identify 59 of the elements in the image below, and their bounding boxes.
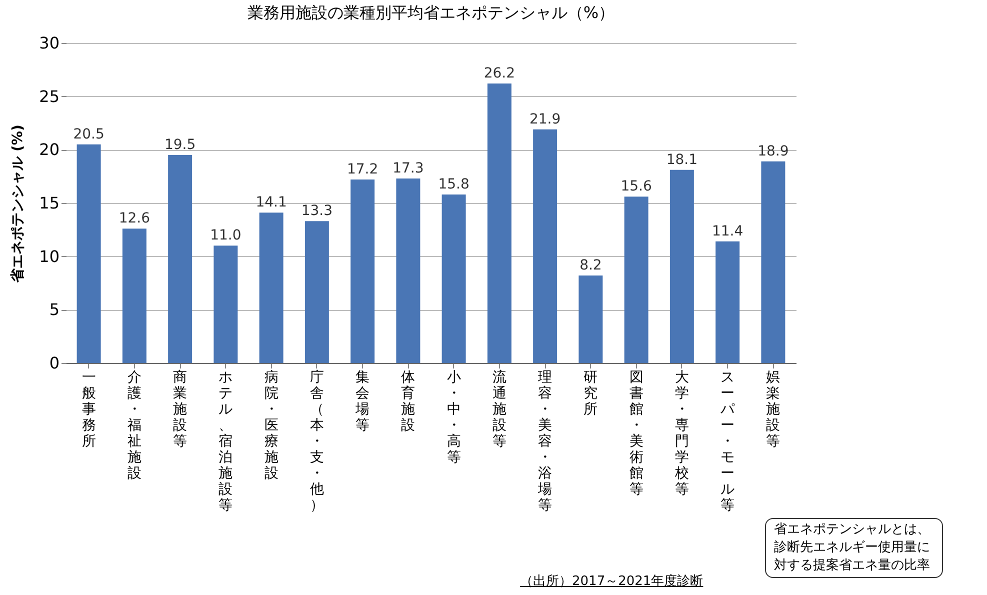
x-tick-label: 研究所 [584,370,598,418]
bar [761,161,786,363]
data-label: 8.2 [580,258,602,274]
data-label: 15.6 [620,178,652,195]
data-label: 13.3 [301,203,333,220]
x-tick-label: 大学・専門学校等 [674,370,689,498]
y-tick-label: 10 [39,246,60,266]
bar [350,180,375,363]
data-label: 26.2 [484,66,516,82]
x-tick-label: 流通施設等 [492,370,506,450]
y-tick-label: 25 [39,86,60,106]
data-label: 15.8 [438,176,470,192]
x-tick-label: 商業施設等 [173,370,188,450]
data-label: 14.1 [256,194,287,211]
category-label: ホテル、宿泊施設等 [218,370,233,514]
y-tick-label: 30 [39,34,60,52]
bar [533,129,558,363]
bar [716,241,740,363]
y-tick-label: 5 [49,300,60,320]
x-tick-label: 病院・医療施設 [264,370,278,482]
data-label: 17.3 [392,160,424,176]
bar [487,84,512,363]
data-label: 12.6 [118,210,150,227]
bar [76,144,101,363]
x-tick-label: 小・中・高等 [446,370,461,466]
bar [304,221,329,363]
x-tick-label: 体育施設 [401,370,416,434]
category-label: 庁舎（本・支・他） [310,370,324,514]
bar [396,178,420,363]
data-label: 18.9 [758,143,789,160]
bar [122,228,146,363]
text: （出所）2017～2021年度診断 [520,573,704,590]
data-label: 11.4 [712,223,744,240]
y-tick-label: 20 [39,140,60,160]
bar [168,155,192,363]
x-tick-label: 図書館・美術館等 [629,370,644,498]
x-tick-label: 集会場等 [354,370,370,434]
data-label: 17.2 [346,162,378,178]
bar [442,194,466,363]
y-tick-label: 15 [39,194,60,212]
bar [578,276,603,363]
bar [624,196,648,363]
x-tick-label: 介護・福祉施設 [127,370,142,482]
y-axis-title: 省エネポテンシャル (%) [10,124,26,284]
x-tick-label: 娯楽施設等 [766,370,780,450]
chart-title: 業務用施設の業種別平均省エネポテンシャル（%） [247,3,615,22]
bar [214,246,238,363]
category-label: 理容・美容・浴場等 [538,370,552,514]
data-label: 18.1 [666,152,698,168]
bar [670,170,694,363]
text: 省エネポテンシャルとは、診断先エネルギー使用量に対する提案省エネ量の比率 [765,518,943,578]
x-tick-label: 一般事務所 [82,370,96,450]
data-label: 20.5 [73,126,104,142]
category-label: スーパー・モール等 [720,370,735,514]
y-tick-label: 0 [49,354,60,372]
data-label: 21.9 [529,111,561,128]
bar [259,212,284,363]
data-label: 19.5 [164,137,196,153]
data-label: 11.0 [210,228,242,244]
